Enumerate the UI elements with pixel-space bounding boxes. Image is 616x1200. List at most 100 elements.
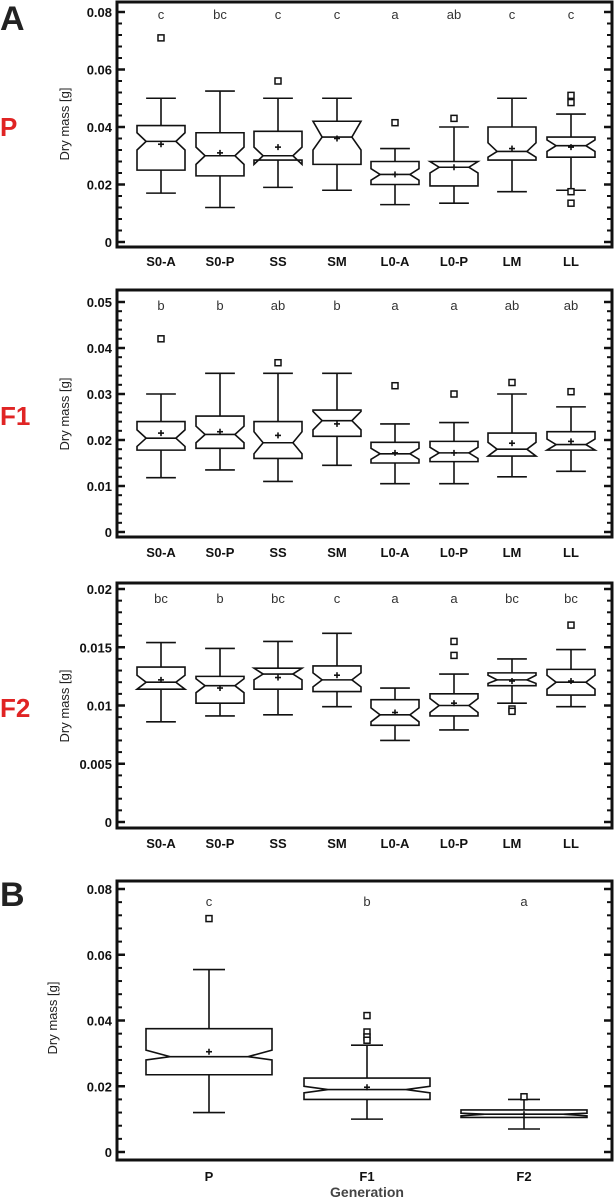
category-label: P bbox=[205, 1169, 214, 1184]
y-tick-label: 0.02 bbox=[87, 433, 112, 448]
outlier-marker bbox=[363, 1036, 371, 1044]
category-label: L0-P bbox=[440, 836, 469, 851]
y-tick-label: 0.08 bbox=[87, 882, 112, 897]
box-lm bbox=[487, 658, 537, 716]
outlier-marker bbox=[274, 358, 282, 367]
box-l0-a bbox=[370, 118, 420, 206]
plot-generation-f2: 0 0.005 0.01 0.015 0.02 bc S0-A b S0-P bc SS c SM a L0… bbox=[79, 581, 614, 851]
significance-letter: c bbox=[568, 7, 575, 22]
category-label: S0-A bbox=[146, 836, 176, 851]
y-tick-label: 0 bbox=[105, 235, 112, 250]
box-s0-a bbox=[136, 34, 186, 194]
plot-frame bbox=[115, 581, 614, 830]
category-label: LM bbox=[503, 836, 522, 851]
box-ll bbox=[546, 91, 596, 207]
panel-letter-a: A bbox=[0, 0, 25, 38]
box-sm bbox=[312, 372, 362, 467]
plot-frame bbox=[115, 288, 614, 539]
y-axis-label-p: Dry mass [g] bbox=[57, 88, 72, 161]
significance-letter: a bbox=[450, 591, 458, 606]
outlier-marker bbox=[391, 381, 399, 390]
significance-letter: a bbox=[391, 298, 399, 313]
y-tick-label: 0.06 bbox=[87, 948, 112, 963]
outlier-marker bbox=[450, 637, 458, 646]
significance-letter: c bbox=[334, 7, 341, 22]
y-tick-label: 0.06 bbox=[87, 63, 112, 78]
outlier-marker bbox=[205, 914, 213, 923]
box-l0-p bbox=[429, 390, 479, 485]
category-label: SS bbox=[269, 254, 287, 269]
box-s0-a bbox=[134, 641, 188, 723]
box-sm bbox=[311, 97, 363, 192]
outlier-marker bbox=[450, 114, 458, 123]
plot-frame bbox=[115, 0, 614, 249]
category-label: LL bbox=[563, 836, 579, 851]
category-label: LL bbox=[563, 254, 579, 269]
outlier-marker bbox=[567, 387, 575, 396]
y-tick-label: 0.02 bbox=[87, 178, 112, 193]
box-s0-p bbox=[195, 90, 245, 209]
outlier-marker bbox=[363, 1011, 371, 1020]
box-ss bbox=[253, 358, 303, 483]
category-label: F1 bbox=[359, 1169, 374, 1184]
category-label: L0-P bbox=[440, 545, 469, 560]
outlier-marker bbox=[391, 118, 399, 127]
category-label: L0-A bbox=[381, 254, 411, 269]
category-label: L0-A bbox=[381, 836, 411, 851]
outlier-marker bbox=[508, 707, 516, 716]
category-label: SM bbox=[327, 545, 347, 560]
category-label: S0-A bbox=[146, 254, 176, 269]
significance-letter: bc bbox=[213, 7, 227, 22]
significance-letter: b bbox=[157, 298, 164, 313]
y-tick-label: 0.08 bbox=[87, 5, 112, 20]
box-ss bbox=[253, 77, 303, 189]
box-p bbox=[145, 914, 273, 1114]
y-axis-label-f1: Dry mass [g] bbox=[57, 378, 72, 451]
significance-letter: a bbox=[450, 298, 458, 313]
category-label: S0-P bbox=[206, 545, 235, 560]
box-l0-p bbox=[427, 114, 481, 204]
box-ss bbox=[251, 640, 305, 716]
significance-letter: b bbox=[363, 894, 370, 909]
outlier-marker bbox=[567, 199, 575, 207]
significance-letter: b bbox=[216, 591, 223, 606]
y-tick-label: 0.02 bbox=[87, 1079, 112, 1094]
outlier-marker bbox=[567, 187, 575, 196]
y-tick-label: 0.015 bbox=[79, 640, 112, 655]
y-tick-label: 0 bbox=[105, 815, 112, 830]
outlier-marker bbox=[520, 1093, 528, 1101]
y-axis-label-f2: Dry mass [g] bbox=[57, 670, 72, 743]
box-ll bbox=[544, 387, 598, 473]
significance-letter: ab bbox=[564, 298, 578, 313]
category-label: SM bbox=[327, 254, 347, 269]
category-label: L0-P bbox=[440, 254, 469, 269]
x-axis-label-b: Generation bbox=[330, 1184, 404, 1200]
box-lm bbox=[485, 378, 539, 478]
outlier-marker bbox=[567, 98, 575, 107]
box-s0-a bbox=[136, 335, 186, 479]
outlier-marker bbox=[157, 34, 165, 42]
y-tick-label: 0.005 bbox=[79, 757, 112, 772]
outlier-marker bbox=[567, 91, 575, 100]
significance-letter: b bbox=[216, 298, 223, 313]
significance-letter: a bbox=[391, 591, 399, 606]
significance-letter: a bbox=[520, 894, 528, 909]
significance-letter: bc bbox=[154, 591, 168, 606]
significance-letter: c bbox=[206, 894, 213, 909]
generation-label-f2: F2 bbox=[0, 693, 30, 723]
y-tick-label: 0.03 bbox=[87, 387, 112, 402]
category-label: S0-P bbox=[206, 254, 235, 269]
box-f2 bbox=[460, 1093, 588, 1130]
significance-letter: ab bbox=[505, 298, 519, 313]
box-ll bbox=[546, 621, 596, 708]
y-tick-label: 0.01 bbox=[87, 479, 112, 494]
box-s0-p bbox=[195, 647, 245, 717]
box-l0-a bbox=[370, 381, 420, 485]
y-axis-label-b: Dry mass [g] bbox=[45, 982, 60, 1055]
significance-letter: b bbox=[333, 298, 340, 313]
category-label: F2 bbox=[516, 1169, 531, 1184]
significance-letter: bc bbox=[271, 591, 285, 606]
plot-generation-f1: 0 0.01 0.02 0.03 0.04 0.05 b S0-A b S0-P ab SS b SM a L… bbox=[87, 288, 614, 560]
outlier-marker bbox=[450, 651, 458, 660]
